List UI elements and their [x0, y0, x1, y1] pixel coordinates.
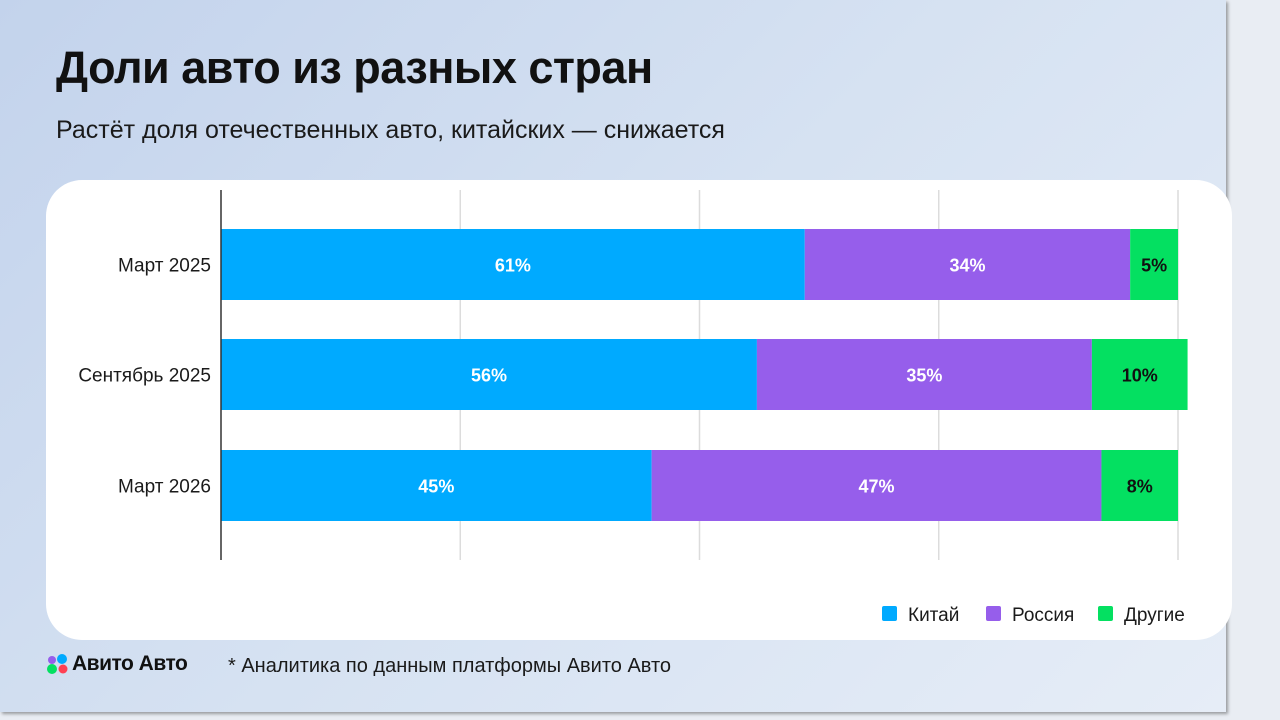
page-title: Доли авто из разных стран — [56, 42, 653, 93]
data-label: 61% — [495, 256, 531, 276]
footer: Авито Авто — [46, 652, 188, 676]
bar-segment — [221, 339, 757, 410]
legend-label: Китай — [908, 605, 959, 626]
page-subtitle: Растёт доля отечественных авто, китайски… — [56, 116, 725, 144]
slide: Доли авто из разных стран Растёт доля от… — [0, 0, 1232, 712]
bar-segment — [756, 339, 1092, 410]
data-label: 45% — [418, 477, 454, 497]
data-label: 56% — [471, 366, 507, 386]
bar-segment — [1101, 450, 1178, 521]
legend-label: Другие — [1124, 605, 1185, 626]
category-label: Сентябрь 2025 — [78, 366, 211, 387]
avito-dots-icon — [47, 654, 68, 674]
data-label: 5% — [1141, 256, 1167, 276]
legend-swatch — [882, 606, 897, 621]
bar-segment — [804, 229, 1131, 300]
data-label: 34% — [949, 256, 985, 276]
legend-label: Россия — [1012, 605, 1074, 626]
avito-logo: Авито Авто — [46, 652, 188, 676]
category-label: Март 2025 — [118, 256, 211, 277]
data-label: 10% — [1122, 366, 1158, 386]
category-label: Март 2026 — [118, 477, 211, 498]
legend-swatch — [986, 606, 1001, 621]
data-label: 47% — [859, 477, 895, 497]
legend-swatch — [1098, 606, 1113, 621]
data-label: 35% — [906, 366, 942, 386]
footnote: * Аналитика по данным платформы Авито Ав… — [228, 655, 672, 677]
bar-segment — [221, 450, 652, 521]
brand-name: Авито Авто — [72, 652, 188, 675]
bar-segment — [651, 450, 1102, 521]
bar-segment — [1130, 229, 1178, 300]
bar-segment — [1091, 339, 1188, 410]
bar-segment — [221, 229, 805, 300]
data-label: 8% — [1127, 477, 1153, 497]
